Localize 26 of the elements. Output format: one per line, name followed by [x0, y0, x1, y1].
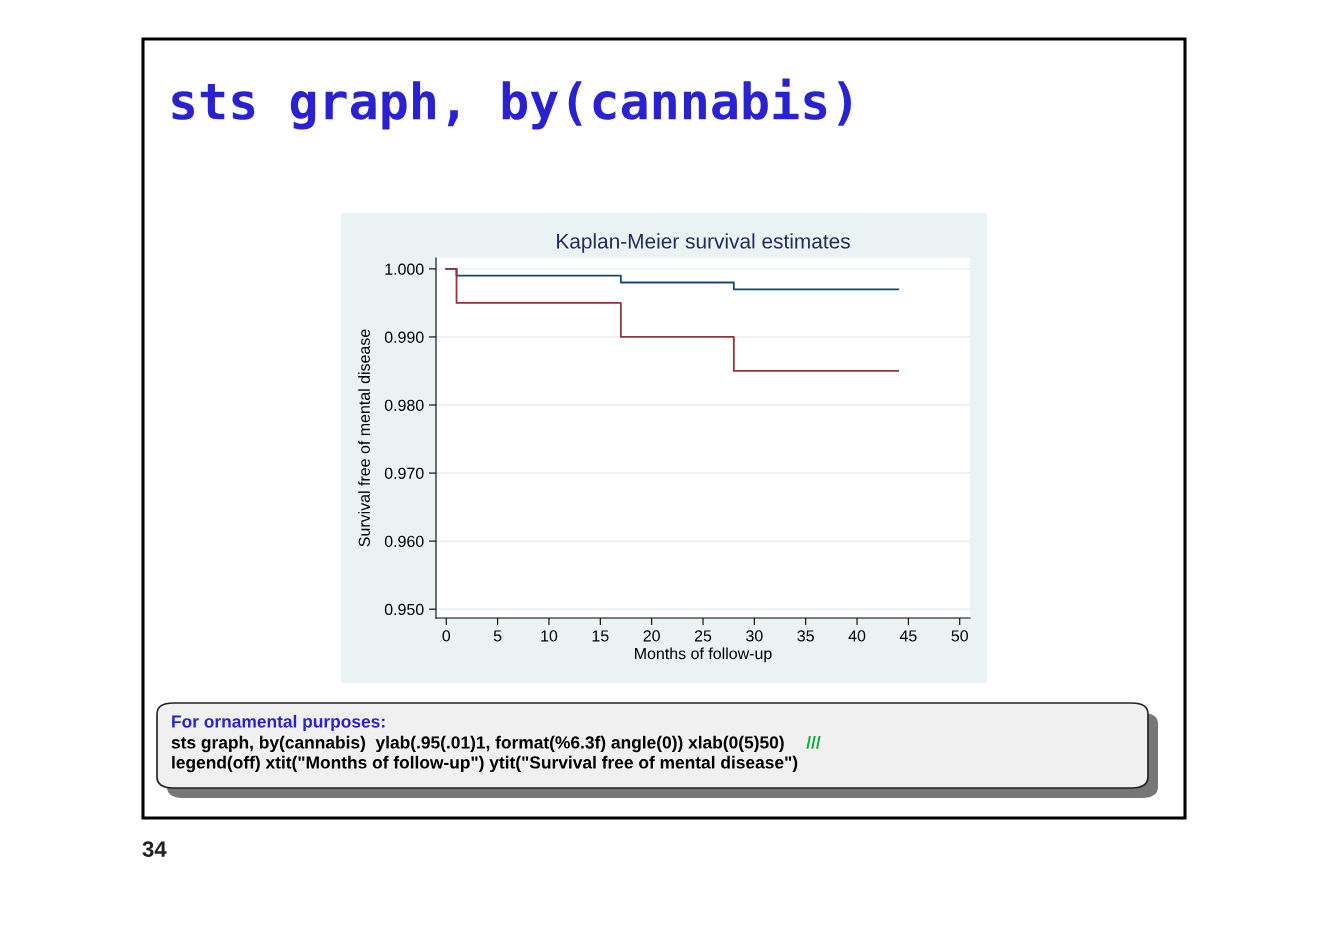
y-tick-label: 0.970 — [384, 467, 424, 479]
y-axis-title: Survival free of mental disease — [358, 329, 370, 547]
text: /// — [806, 735, 821, 749]
y-tick-label: 0.980 — [384, 399, 424, 411]
x-tick-label: 25 — [694, 630, 712, 642]
y-tick-label: 0.950 — [384, 603, 424, 616]
y-tick-label: 0.990 — [384, 331, 424, 343]
text: sts graph, by(cannabis) — [172, 78, 852, 130]
x-tick-label: 5 — [493, 630, 502, 642]
text: 34 — [142, 841, 167, 857]
chart-title: Kaplan-Meier survival estimates — [557, 233, 850, 253]
text: sts graph, by(cannabis) ylab(.95(.01)1, format(%6.3f) angle(0)) xlab(0(5)50) — [171, 735, 784, 753]
y-tick-label: 0.960 — [384, 535, 424, 548]
text: For ornamental purposes: — [172, 714, 385, 732]
x-tick-label: 30 — [746, 630, 763, 642]
x-axis-title: Months of follow-up — [635, 647, 772, 663]
x-tick-label: 20 — [643, 630, 660, 642]
x-tick-label: 40 — [848, 630, 866, 642]
y-tick-label: 1.000 — [385, 263, 424, 275]
text: legend(off) xtit("Months of follow-up") ytit("Survival free of mental disease") — [172, 755, 798, 773]
x-tick-label: 0 — [442, 630, 451, 642]
x-tick-label: 50 — [951, 630, 968, 642]
x-tick-label: 15 — [592, 630, 609, 642]
x-tick-label: 10 — [541, 630, 558, 642]
x-tick-label: 35 — [797, 630, 814, 642]
x-tick-label: 45 — [899, 630, 917, 642]
